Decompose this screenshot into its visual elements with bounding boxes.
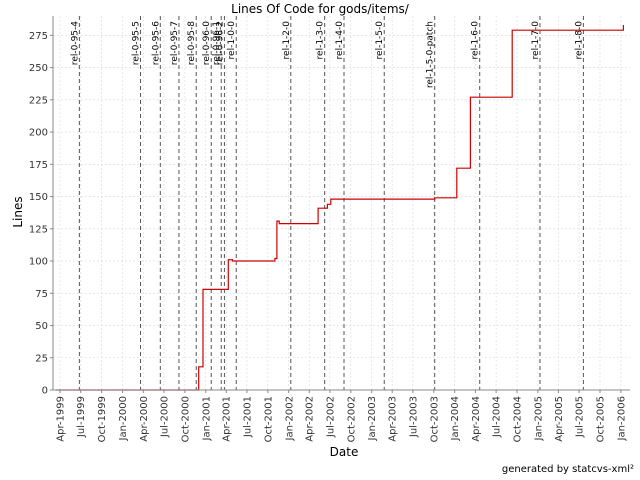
release-marker-label: rel-1-3-0 xyxy=(316,21,326,60)
release-marker-label: rel-0-95-7 xyxy=(170,21,180,65)
plot-area xyxy=(53,16,630,390)
y-tick-label: 200 xyxy=(29,128,48,139)
x-tick-label: Apr-2004 xyxy=(471,396,482,442)
y-axis-label: Lines xyxy=(11,196,25,227)
x-tick-label: Jul-2005 xyxy=(575,396,586,438)
x-tick-label: Jul-2000 xyxy=(159,396,170,438)
release-marker-label: rel-1-0-0 xyxy=(227,21,237,60)
release-marker-label: rel-0-96-2 xyxy=(215,21,225,65)
y-tick-label: 75 xyxy=(35,289,48,300)
x-tick-label: Oct-1999 xyxy=(97,396,108,442)
x-tick-label: Jul-1999 xyxy=(76,396,87,438)
x-tick-label: Jan-2006 xyxy=(616,396,627,441)
x-tick-label: Jul-2001 xyxy=(242,396,253,438)
x-tick-label: Apr-2005 xyxy=(554,396,565,442)
x-axis-label: Date xyxy=(330,445,359,459)
release-marker-label: rel-1-5-0-patch xyxy=(426,21,436,88)
release-marker-label: rel-1-8-0 xyxy=(574,21,584,60)
x-tick-label: Jul-2002 xyxy=(325,396,336,438)
grid-lines xyxy=(53,16,630,391)
x-tick-label: Apr-2003 xyxy=(388,396,399,442)
y-tick-label: 175 xyxy=(29,160,48,171)
release-marker-label: rel-0-96-0 xyxy=(202,21,212,65)
x-tick-label: Apr-2002 xyxy=(305,396,316,442)
y-tick-label: 125 xyxy=(29,224,48,235)
release-marker-label: rel-0-95-8 xyxy=(187,21,197,65)
release-marker-label: rel-1-5-0 xyxy=(375,21,385,60)
y-tick-label: 50 xyxy=(35,321,48,332)
axes: 0 25 50 75 100 125 150 175 200 225 250 275 Apr-1999 J… xyxy=(29,16,630,442)
y-tick-label: 100 xyxy=(29,257,48,268)
x-tick-label: Jan-2004 xyxy=(450,396,461,441)
x-tick-label: Apr-2001 xyxy=(222,396,233,442)
x-tick-label: Oct-2005 xyxy=(595,396,606,442)
y-tick-label: 25 xyxy=(35,353,48,364)
x-tick-label: Jan-2003 xyxy=(367,396,378,441)
y-tick-label: 0 xyxy=(42,386,48,397)
footer-credit: generated by statcvs-xml² xyxy=(501,464,634,475)
x-tick-label: Oct-2004 xyxy=(513,396,524,442)
release-markers: rel-0-95-4 rel-0-95-5 rel-0-95-6 rel-0-95-7… xyxy=(70,16,584,390)
y-tick-label: 275 xyxy=(29,31,48,42)
x-tick-label: Jan-2002 xyxy=(284,396,295,441)
release-marker-label: rel-0-95-4 xyxy=(70,21,80,65)
x-tick-label: Jan-2000 xyxy=(118,396,129,441)
series-layer xyxy=(56,25,625,391)
y-tick-label: 225 xyxy=(29,95,48,106)
release-marker-label: rel-0-96-1 xyxy=(212,21,222,65)
x-tick-label: Apr-1999 xyxy=(56,396,67,442)
release-marker-label: rel-1-6-0 xyxy=(471,21,481,60)
loc-series-line xyxy=(56,25,625,391)
release-marker-label: rel-1-2-0 xyxy=(282,21,292,60)
x-tick-label: Jul-2003 xyxy=(408,396,419,438)
x-tick-label: Oct-2000 xyxy=(180,396,191,442)
y-tick-label: 150 xyxy=(29,192,48,203)
y-tick-label: 250 xyxy=(29,63,48,74)
x-tick-label: Oct-2002 xyxy=(346,396,357,442)
x-tick-label: Jan-2005 xyxy=(533,396,544,441)
release-marker-label: rel-1-4-0 xyxy=(335,21,345,60)
chart-title: Lines Of Code for gods/items/ xyxy=(231,2,410,16)
x-tick-label: Oct-2003 xyxy=(429,396,440,442)
release-marker-label: rel-0-95-5 xyxy=(132,21,142,65)
x-tick-label: Jul-2004 xyxy=(492,396,503,438)
x-tick-label: Apr-2000 xyxy=(139,396,150,442)
release-marker-label: rel-1-7-0 xyxy=(531,21,541,60)
x-tick-label: Jan-2001 xyxy=(201,396,212,441)
release-marker-label: rel-0-95-6 xyxy=(151,21,161,65)
x-tick-label: Oct-2001 xyxy=(263,396,274,442)
